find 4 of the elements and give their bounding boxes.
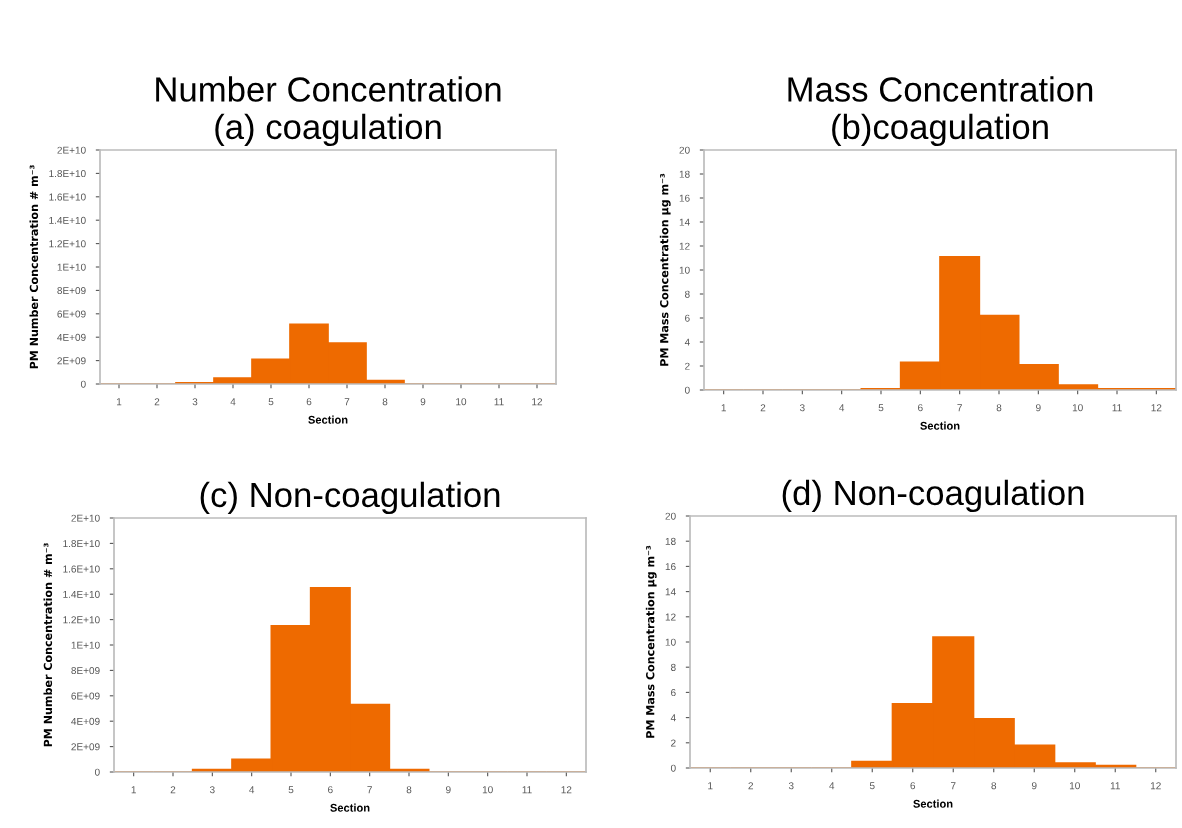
chart-title: Number Concentration (a) coagulation — [156, 76, 501, 147]
chart-title: (d) Non-coagulation — [782, 479, 1084, 513]
chart-title: (c) Non-coagulation — [200, 481, 500, 515]
chart-title: Mass Concentration (b)coagulation — [788, 76, 1093, 147]
